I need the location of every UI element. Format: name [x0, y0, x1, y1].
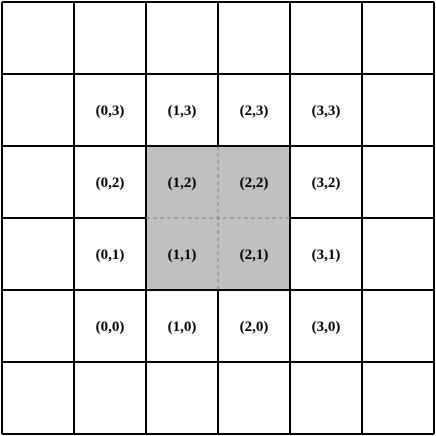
cell-label: (0,0): [96, 319, 125, 335]
cell-label: (3,3): [312, 103, 341, 119]
cell-label: (3,1): [312, 247, 341, 263]
highlight-region: [146, 146, 290, 290]
cell-label: (1,0): [168, 319, 197, 335]
highlight-cell: [146, 146, 218, 218]
cell-label: (2,3): [240, 103, 269, 119]
cell-label: (2,2): [240, 175, 269, 191]
cell-label: (3,0): [312, 319, 341, 335]
cell-label: (0,1): [96, 247, 125, 263]
cell-label: (3,2): [312, 175, 341, 191]
cell-label: (1,1): [168, 247, 197, 263]
cell-label: (2,0): [240, 319, 269, 335]
cell-labels: (0,3) (1,3) (2,3) (3,3) (0,2) (1,2) (2,2) (3,2)…: [96, 103, 341, 335]
highlight-cell: [218, 146, 290, 218]
cell-label: (2,1): [240, 247, 269, 263]
cell-label: (1,2): [168, 175, 197, 191]
cell-label: (1,3): [168, 103, 197, 119]
highlight-cell: [218, 218, 290, 290]
cell-label: (0,2): [96, 175, 125, 191]
highlight-cell: [146, 218, 218, 290]
cell-label: (0,3): [96, 103, 125, 119]
